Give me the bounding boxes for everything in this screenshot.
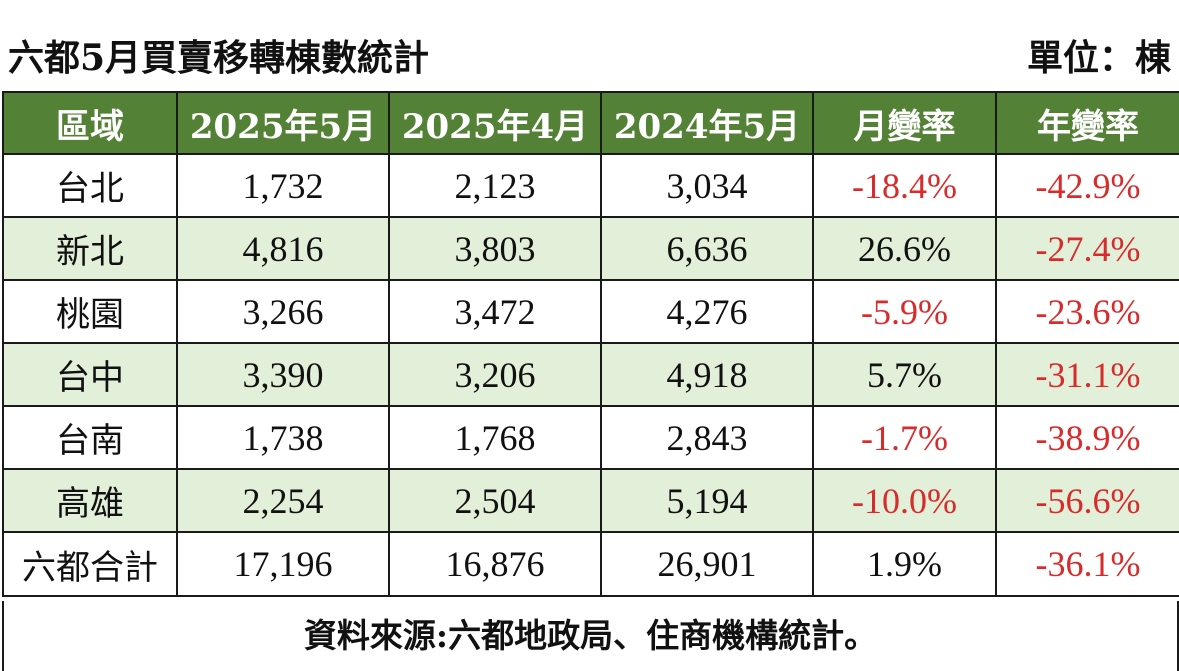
cell-may-2025: 3,390	[176, 342, 390, 407]
header-apr-2025: 2025年4月	[388, 91, 602, 155]
table-total-row: 六都合計 17,196 16,876 26,901 1.9% -36.1%	[2, 531, 1179, 597]
source-note: 資料來源:六都地政局、住商機構統計。	[2, 601, 1179, 671]
cell-may-2024: 4,276	[600, 279, 814, 344]
header-may-2025: 2025年5月	[176, 91, 390, 155]
cell-apr-2025: 16,876	[388, 531, 602, 597]
cell-region: 台北	[2, 153, 178, 218]
cell-apr-2025: 1,768	[388, 405, 602, 470]
table-body: 台北 1,732 2,123 3,034 -18.4% -42.9% 新北 4,816 3,80…	[2, 153, 1179, 597]
table-row: 台北 1,732 2,123 3,034 -18.4% -42.9%	[2, 153, 1179, 218]
cell-yoy-change: -42.9%	[995, 153, 1179, 218]
transfer-table: 區域 2025年5月 2025年4月 2024年5月 月變率 年變率 台北 1,7…	[2, 91, 1179, 597]
cell-may-2025: 1,732	[176, 153, 390, 218]
table-title: 六都5月買賣移轉棟數統計	[8, 37, 430, 79]
cell-mom-change: 26.6%	[812, 216, 997, 281]
cell-yoy-change: -56.6%	[995, 468, 1179, 533]
cell-may-2024: 2,843	[600, 405, 814, 470]
header-mom-change: 月變率	[812, 91, 997, 155]
cell-yoy-change: -23.6%	[995, 279, 1179, 344]
cell-region: 高雄	[2, 468, 178, 533]
table-row: 台中 3,390 3,206 4,918 5.7% -31.1%	[2, 342, 1179, 407]
header-yoy-change: 年變率	[995, 91, 1179, 155]
cell-may-2025: 3,266	[176, 279, 390, 344]
cell-yoy-change: -31.1%	[995, 342, 1179, 407]
table-row: 台南 1,738 1,768 2,843 -1.7% -38.9%	[2, 405, 1179, 470]
header-may-2024: 2024年5月	[600, 91, 814, 155]
table-row: 桃園 3,266 3,472 4,276 -5.9% -23.6%	[2, 279, 1179, 344]
cell-region: 新北	[2, 216, 178, 281]
cell-mom-change: -1.7%	[812, 405, 997, 470]
cell-mom-change: 5.7%	[812, 342, 997, 407]
table-row: 新北 4,816 3,803 6,636 26.6% -27.4%	[2, 216, 1179, 281]
table-row: 高雄 2,254 2,504 5,194 -10.0% -56.6%	[2, 468, 1179, 533]
cell-may-2024: 5,194	[600, 468, 814, 533]
cell-may-2024: 6,636	[600, 216, 814, 281]
cell-may-2025: 17,196	[176, 531, 390, 597]
cell-may-2024: 26,901	[600, 531, 814, 597]
cell-yoy-change: -36.1%	[995, 531, 1179, 597]
cell-region: 六都合計	[2, 531, 178, 597]
cell-may-2024: 4,918	[600, 342, 814, 407]
cell-region: 桃園	[2, 279, 178, 344]
header-region: 區域	[2, 91, 178, 155]
table-header-row: 區域 2025年5月 2025年4月 2024年5月 月變率 年變率	[2, 91, 1179, 155]
cell-yoy-change: -38.9%	[995, 405, 1179, 470]
cell-may-2024: 3,034	[600, 153, 814, 218]
cell-mom-change: -18.4%	[812, 153, 997, 218]
cell-yoy-change: -27.4%	[995, 216, 1179, 281]
cell-apr-2025: 3,803	[388, 216, 602, 281]
cell-mom-change: -5.9%	[812, 279, 997, 344]
cell-mom-change: 1.9%	[812, 531, 997, 597]
cell-region: 台中	[2, 342, 178, 407]
cell-apr-2025: 3,206	[388, 342, 602, 407]
cell-apr-2025: 2,504	[388, 468, 602, 533]
cell-mom-change: -10.0%	[812, 468, 997, 533]
cell-may-2025: 2,254	[176, 468, 390, 533]
cell-region: 台南	[2, 405, 178, 470]
cell-may-2025: 4,816	[176, 216, 390, 281]
unit-label: 單位：棟	[1026, 37, 1171, 79]
cell-apr-2025: 2,123	[388, 153, 602, 218]
cell-apr-2025: 3,472	[388, 279, 602, 344]
cell-may-2025: 1,738	[176, 405, 390, 470]
